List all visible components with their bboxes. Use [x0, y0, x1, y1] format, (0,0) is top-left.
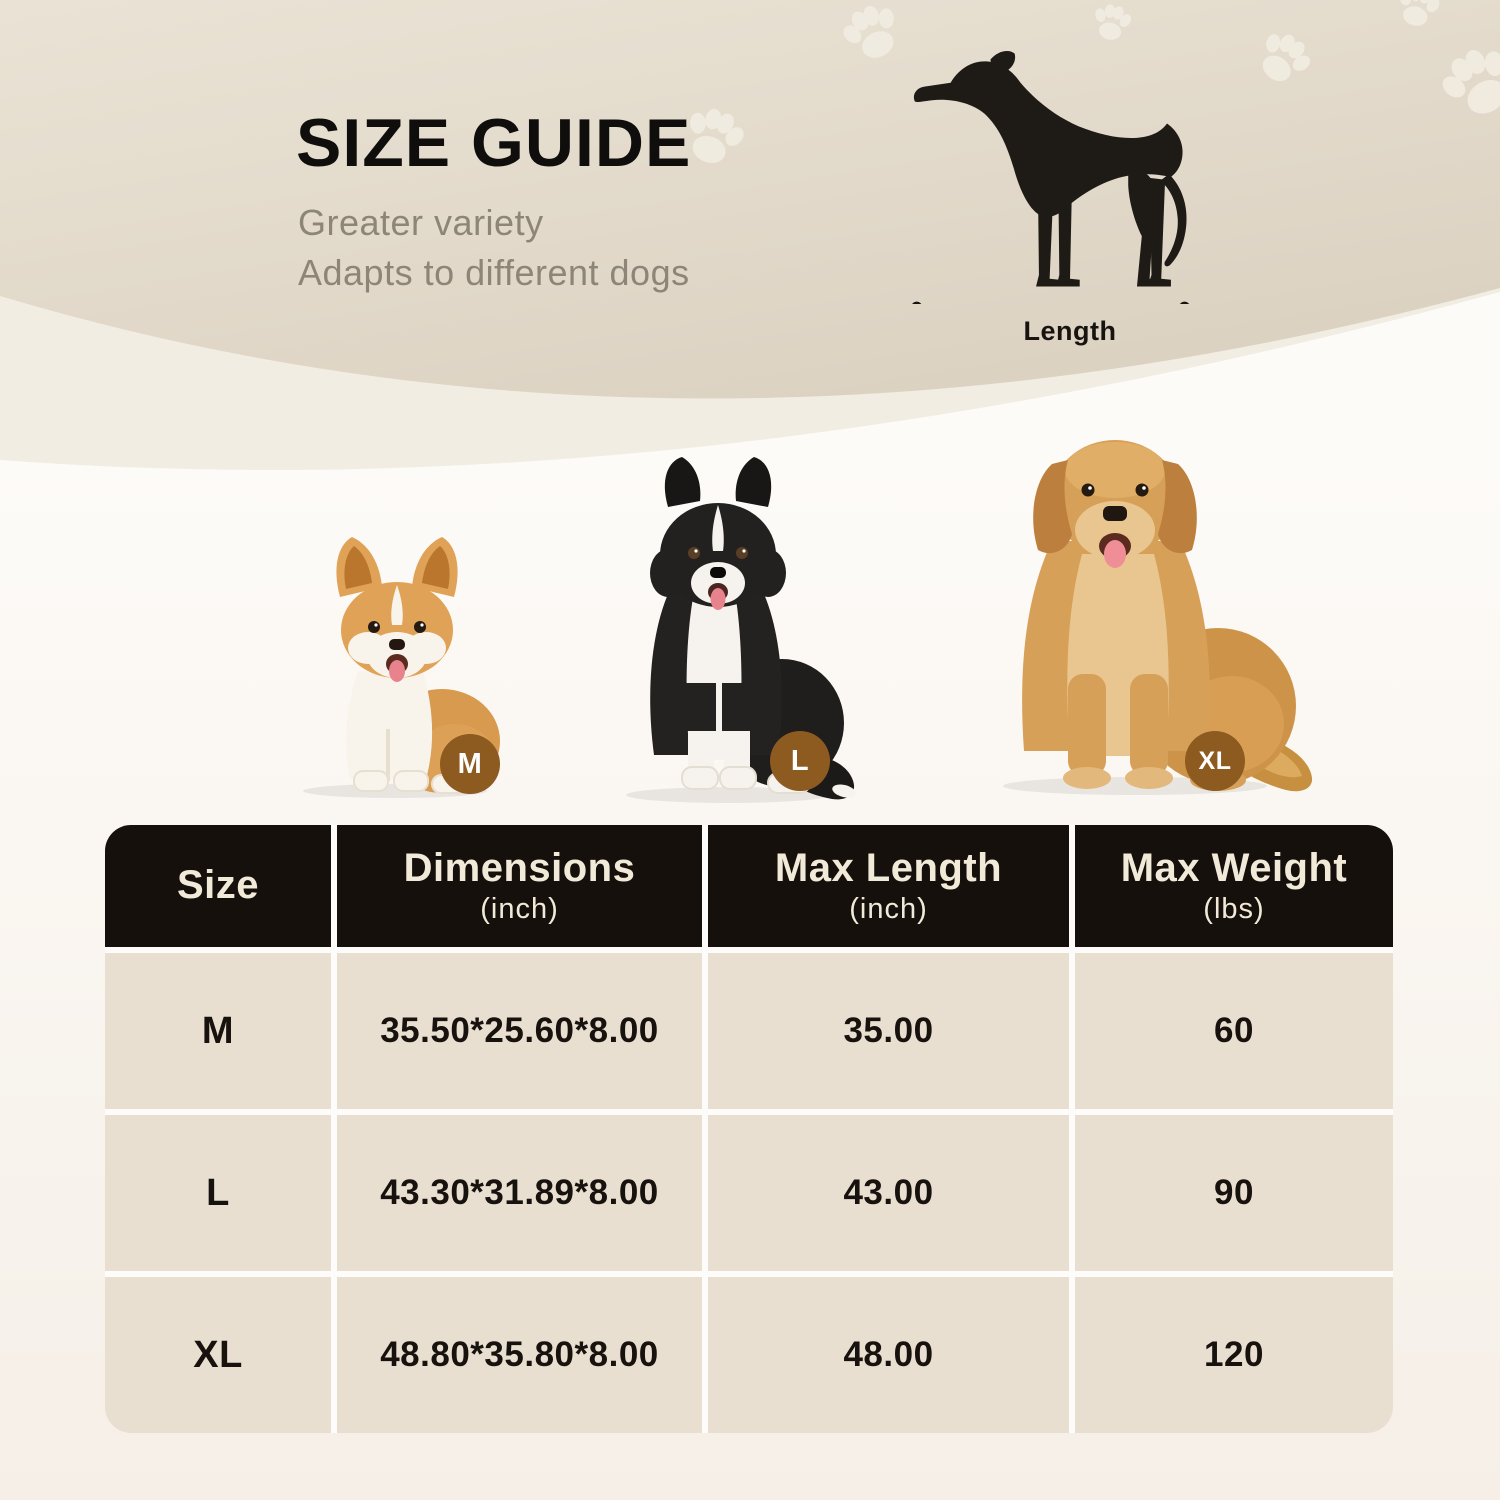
column-header-unit: (inch) — [480, 893, 559, 925]
table-cell-max-weight: 60 — [1075, 953, 1393, 1109]
length-measure-line — [912, 301, 1189, 304]
subtitle-line-1: Greater variety — [298, 202, 544, 243]
subtitle-line-2: Adapts to different dogs — [298, 252, 690, 293]
dog-silhouette-icon — [912, 51, 1189, 304]
header-background-shape — [0, 0, 1500, 470]
column-header-label: Dimensions — [403, 846, 636, 890]
table-cell-dimensions: 35.50*25.60*8.00 — [337, 953, 702, 1109]
page-title: SIZE GUIDE — [296, 105, 692, 181]
size-table: Size Dimensions (inch) Max Length (inch)… — [105, 825, 1393, 1433]
table-cell-size: M — [105, 953, 331, 1109]
table-cell-max-length: 43.00 — [708, 1115, 1069, 1271]
column-header-label: Max Weight — [1120, 846, 1348, 890]
table-cell-max-weight: 120 — [1075, 1277, 1393, 1433]
column-header-unit: (inch) — [849, 893, 928, 925]
length-label: Length — [1023, 316, 1117, 346]
size-badge-xl: XL — [1185, 731, 1245, 791]
column-header-label: Max Length — [774, 846, 1003, 890]
golden-retriever-photo — [1003, 440, 1313, 795]
column-header-unit: (lbs) — [1203, 893, 1265, 925]
column-header-max-weight: Max Weight (lbs) — [1075, 825, 1393, 947]
table-cell-size: L — [105, 1115, 331, 1271]
table-cell-dimensions: 43.30*31.89*8.00 — [337, 1115, 702, 1271]
table-cell-max-length: 48.00 — [708, 1277, 1069, 1433]
size-badge-m: M — [440, 734, 500, 794]
corgi-photo — [303, 537, 500, 798]
column-header-size: Size — [105, 825, 331, 947]
table-cell-dimensions: 48.80*35.80*8.00 — [337, 1277, 702, 1433]
table-cell-max-length: 35.00 — [708, 953, 1069, 1109]
column-header-label: Size — [176, 862, 260, 907]
header-main-curve — [0, 0, 1500, 399]
size-badge-l: L — [770, 731, 830, 791]
column-header-dimensions: Dimensions (inch) — [337, 825, 702, 947]
table-cell-size: XL — [105, 1277, 331, 1433]
column-header-max-length: Max Length (inch) — [708, 825, 1069, 947]
table-cell-max-weight: 90 — [1075, 1115, 1393, 1271]
